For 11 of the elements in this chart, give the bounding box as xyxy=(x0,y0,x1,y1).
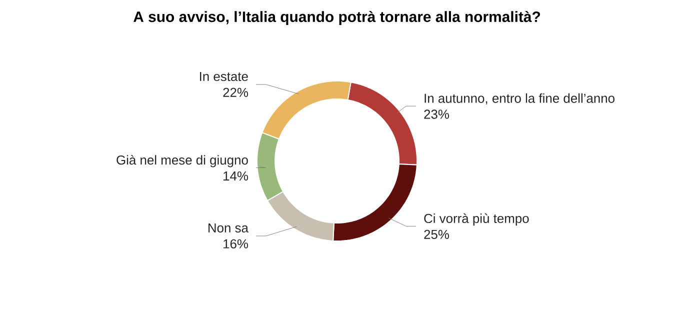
data-label: 14% xyxy=(224,171,248,181)
chart-title: A suo avviso, l’Italia quando potrà tornare alla normalità? xyxy=(134,10,540,26)
slice-label: Non sa xyxy=(208,223,248,232)
slice-label: Già nel mese di giugno xyxy=(116,154,248,168)
data-label: 25% xyxy=(424,230,449,239)
data-label: 16% xyxy=(224,239,248,248)
data-label: 23% xyxy=(424,110,449,119)
slice-label: Ci vorrà più tempo xyxy=(424,213,529,226)
slice-label: In autunno, entro la fine dell’anno xyxy=(424,93,614,104)
data-label: 22% xyxy=(223,88,248,97)
slice-label: In estate xyxy=(200,72,248,82)
